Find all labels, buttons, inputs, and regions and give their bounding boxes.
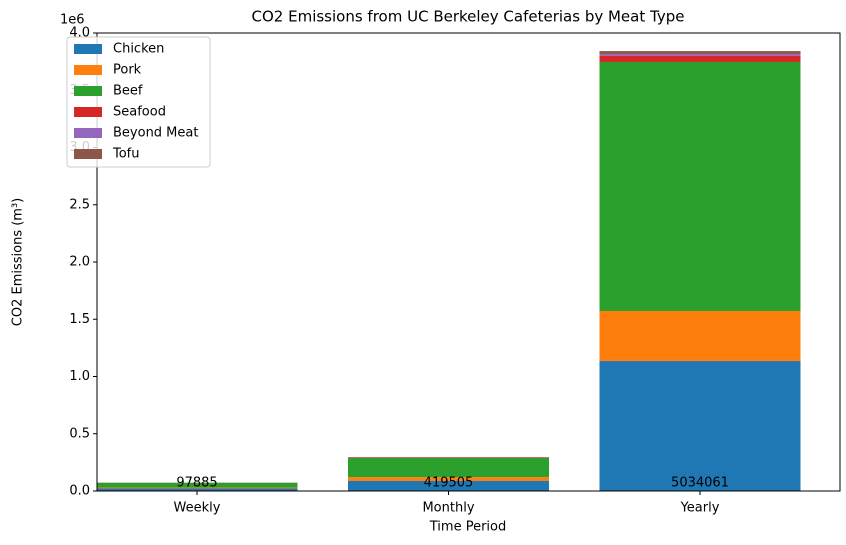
y-multiplier: 1e6: [60, 13, 85, 28]
chart-title: CO2 Emissions from UC Berkeley Cafeteria…: [252, 8, 685, 26]
bar-segment: [96, 487, 298, 489]
x-axis-label: Time Period: [429, 520, 506, 535]
plot-frame: [96, 32, 841, 492]
bar-segment: [599, 361, 801, 491]
bar-segment: [348, 477, 549, 482]
y-tick-label: 0.0: [69, 484, 90, 499]
bar-segment: [599, 61, 801, 312]
y-tick-label: 1.0: [69, 369, 90, 384]
y-axis-label: CO2 Emissions (m³): [11, 198, 26, 326]
total-label: 97885: [176, 476, 217, 491]
legend-label: Pork: [113, 63, 142, 78]
legend-swatch: [74, 86, 102, 96]
x-tick-label: Monthly: [422, 501, 474, 516]
bar-segment: [348, 458, 549, 478]
x-tick-label: Weekly: [174, 501, 221, 516]
y-tick-label: 1.5: [69, 312, 90, 327]
bar-segment: [96, 482, 298, 488]
legend-label: Beyond Meat: [113, 126, 198, 141]
y-tick-label: 2.5: [69, 197, 90, 212]
y-tick-label: 0.5: [69, 426, 90, 441]
bar-segment: [96, 488, 298, 491]
legend-swatch: [74, 65, 102, 75]
y-tick-label: 2.0: [69, 255, 90, 270]
legend-label: Beef: [113, 84, 143, 99]
legend-swatch: [74, 149, 102, 159]
bar-segment: [599, 311, 801, 362]
legend-label: Tofu: [112, 147, 140, 162]
legend-swatch: [74, 44, 102, 54]
legend-swatch: [74, 128, 102, 138]
total-label: 419505: [424, 476, 474, 491]
legend-label: Chicken: [113, 42, 164, 57]
total-label: 5034061: [671, 476, 729, 491]
legend-box: [66, 36, 211, 168]
legend-swatch: [74, 107, 102, 117]
bar-segment: [599, 51, 801, 54]
bar-segment: [348, 481, 549, 491]
x-tick-label: Yearly: [680, 501, 720, 516]
legend-label: Seafood: [113, 105, 166, 120]
bar-segment: [599, 53, 801, 56]
bar-segment: [599, 55, 801, 62]
